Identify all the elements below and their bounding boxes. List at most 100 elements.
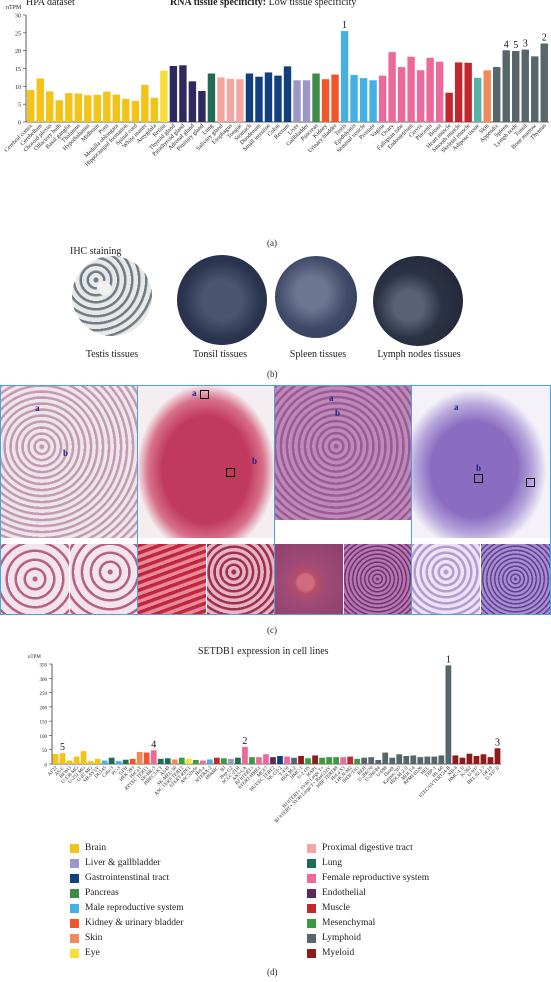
bar	[228, 758, 234, 764]
bar	[502, 50, 510, 123]
legend-swatch	[70, 918, 79, 928]
legend-swatch	[307, 858, 316, 868]
bar	[36, 78, 44, 122]
legend-label: Myeloid	[322, 948, 355, 958]
bar	[512, 51, 520, 123]
x-tick-label: AF22	[47, 766, 59, 778]
legend-swatch	[70, 858, 79, 868]
bar	[312, 73, 320, 122]
peak-annotation: 5	[60, 742, 65, 753]
bar	[80, 751, 87, 764]
legend-item: Endothelial	[307, 888, 366, 898]
panel-d-letter: (d)	[267, 967, 278, 977]
bar	[84, 95, 92, 122]
region-box-extra	[526, 478, 535, 487]
bar	[331, 74, 339, 122]
x-tick-label: REH	[357, 766, 368, 777]
bar	[359, 78, 368, 122]
bar	[494, 748, 501, 764]
bar	[347, 756, 354, 764]
panel-a-title-bold: RNA tissue specificity:	[170, 0, 267, 8]
bar	[326, 757, 332, 764]
legend-swatch	[70, 948, 79, 958]
peak-annotation: 2	[542, 33, 547, 44]
bar	[473, 77, 482, 122]
bar	[131, 100, 140, 122]
bar	[263, 754, 269, 764]
legend-label: Mesenchymal	[322, 918, 376, 928]
he-lymph-node-inset-b	[481, 544, 550, 614]
y-tick-label: 350	[40, 664, 48, 669]
ihc-spleen-image	[275, 256, 357, 338]
region-label-a: a	[192, 388, 197, 398]
x-tick-label: HEL	[420, 766, 430, 776]
bar	[198, 90, 206, 122]
bar	[213, 757, 220, 764]
he-testis-panel: a b	[0, 385, 138, 615]
bar	[115, 761, 122, 764]
bar	[361, 757, 368, 764]
y-tick-label: 300	[40, 678, 48, 683]
y-tick-label: 200	[40, 706, 48, 711]
bar	[298, 756, 304, 764]
bar	[426, 57, 434, 122]
y-tick-label: 50	[42, 749, 48, 754]
legend-swatch	[307, 948, 316, 958]
he-tonsil-overview	[138, 386, 274, 538]
panel-b-letter: (b)	[267, 369, 278, 379]
bar	[74, 93, 83, 122]
legend-label: Lung	[322, 858, 343, 868]
region-label-b: b	[63, 448, 69, 458]
bar	[103, 91, 111, 122]
bar	[464, 62, 472, 122]
bar	[150, 750, 157, 764]
region-box-b	[226, 468, 235, 477]
bar	[417, 757, 424, 764]
bar	[136, 752, 143, 764]
y-tick-label: 150	[40, 721, 48, 726]
bar	[435, 61, 444, 122]
bar	[46, 91, 54, 122]
bar	[388, 52, 396, 122]
region-box-b	[474, 474, 483, 483]
bar	[375, 760, 382, 764]
he-testis-inset-b	[70, 544, 137, 614]
legend-item: Pancreas	[70, 888, 119, 898]
bar	[445, 92, 453, 122]
ihc-caption-tonsil: Tonsil tissues	[192, 349, 248, 360]
bar	[242, 746, 248, 764]
bar	[59, 753, 66, 764]
legend-label: Skin	[85, 933, 103, 943]
panel-c-letter: (c)	[267, 625, 277, 635]
bar	[396, 754, 403, 764]
peak-annotation: 1	[446, 654, 451, 665]
bar	[389, 757, 396, 764]
bar	[277, 756, 283, 764]
panel-d-title: SETDB1 expression in cell lines	[198, 646, 329, 657]
y-tick-label: 0	[18, 121, 21, 127]
bar	[108, 757, 115, 764]
bar	[350, 74, 358, 122]
bar	[480, 754, 487, 764]
he-spleen-inset-b	[344, 544, 411, 614]
legend-label: Pancreas	[85, 888, 119, 898]
region-label-b: b	[252, 456, 258, 466]
ihc-tonsil-image	[177, 255, 267, 345]
bar	[160, 70, 168, 122]
panel-a-letter: (a)	[267, 238, 277, 248]
bar	[397, 67, 406, 122]
bar	[101, 760, 108, 764]
bar	[129, 758, 136, 764]
bar	[256, 757, 262, 764]
peak-annotation: 3	[495, 737, 500, 748]
bar	[207, 73, 216, 122]
bar	[403, 756, 410, 764]
panel-a-title-rest: Low tissue specificity	[266, 0, 357, 8]
bar	[302, 80, 311, 122]
y-tick-label: 20	[15, 49, 21, 55]
panel-b-title: IHC staining	[70, 246, 122, 257]
y-tick-label: 25	[15, 31, 21, 37]
ihc-caption-testis: Testis tissues	[85, 349, 139, 360]
legend-swatch	[307, 933, 316, 943]
peak-annotation: 1	[342, 20, 347, 31]
